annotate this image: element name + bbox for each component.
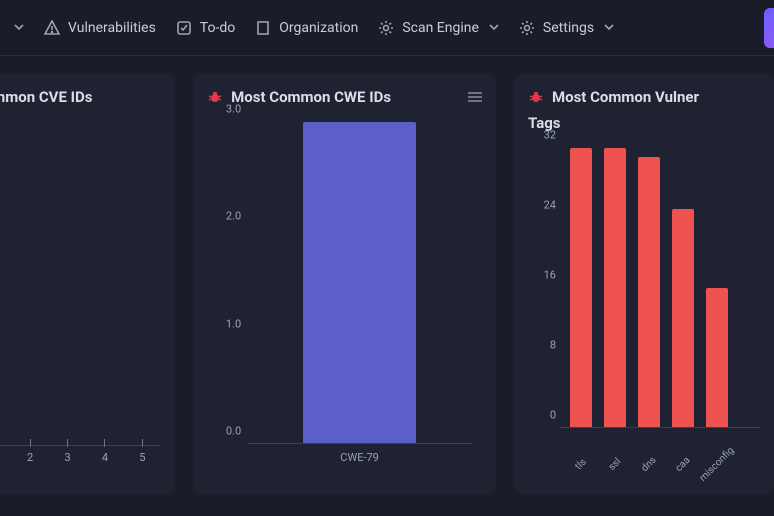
nav-item-organization[interactable]: Organization bbox=[255, 20, 358, 36]
chevron-down-icon bbox=[14, 20, 24, 36]
card-title: Most Common Vulner Tags bbox=[528, 88, 760, 132]
hamburger-icon[interactable] bbox=[468, 90, 482, 104]
card-title-text: Most Common CWE IDs bbox=[231, 88, 391, 106]
y-tick: 24 bbox=[544, 199, 556, 212]
y-tick: 0 bbox=[550, 409, 556, 422]
x-tick: 2 bbox=[27, 439, 33, 464]
dashboard: Common CVE IDs 12345 Most Common CWE IDs… bbox=[0, 56, 774, 516]
card-title-text: Common CVE IDs bbox=[0, 88, 93, 106]
card-title: Most Common CWE IDs bbox=[207, 88, 482, 106]
cve-x-axis: 12345 bbox=[0, 439, 161, 464]
tags-y-axis: 08162432 bbox=[528, 148, 560, 428]
y-tick: 2.0 bbox=[226, 210, 241, 223]
nav-label: To-do bbox=[200, 20, 235, 36]
checklist-icon bbox=[176, 20, 192, 36]
gear-icon bbox=[378, 20, 394, 36]
tags-chart: 08162432 tlsssldnscaamisconfig bbox=[528, 142, 760, 476]
x-tick: 4 bbox=[102, 439, 108, 464]
bar bbox=[303, 122, 415, 444]
card-cwe: Most Common CWE IDs 0.0 1.0 2.0 3.0 CWE-79 bbox=[193, 74, 496, 494]
tags-plot-area: tlsssldnscaa misconfig bbox=[560, 148, 760, 428]
gear-icon bbox=[519, 20, 535, 36]
y-tick: 0.0 bbox=[226, 425, 241, 438]
bar: tls bbox=[570, 148, 592, 428]
bug-icon bbox=[528, 89, 544, 105]
warning-icon bbox=[44, 20, 60, 36]
nav-item-todo[interactable]: To-do bbox=[176, 20, 235, 36]
chevron-down-icon bbox=[604, 20, 614, 36]
cwe-plot-area bbox=[247, 122, 472, 444]
nav-label: Settings bbox=[543, 20, 594, 36]
cwe-x-label: CWE-79 bbox=[247, 451, 472, 464]
bar: ssl bbox=[604, 148, 626, 428]
cwe-y-axis: 0.01.02.03.0 bbox=[207, 122, 247, 444]
nav-item-scan-engine[interactable]: Scan Engine bbox=[378, 20, 499, 36]
card-title-text: Most Common Vulner bbox=[552, 88, 699, 106]
nav-item-settings[interactable]: Settings bbox=[519, 20, 614, 36]
top-nav: Vulnerabilities To-do Organization Scan … bbox=[0, 0, 774, 56]
chevron-down-icon bbox=[489, 20, 499, 36]
cve-chart: 12345 bbox=[0, 116, 161, 476]
card-cve: Common CVE IDs 12345 bbox=[0, 74, 175, 494]
x-tick: 5 bbox=[139, 439, 145, 464]
cwe-chart: 0.01.02.03.0 CWE-79 bbox=[207, 116, 482, 476]
x-tick: 3 bbox=[64, 439, 70, 464]
card-title: Common CVE IDs bbox=[0, 88, 161, 106]
card-subtitle: Tags bbox=[528, 114, 760, 132]
y-tick: 16 bbox=[544, 269, 556, 282]
x-tick-label: misconfig bbox=[698, 445, 737, 484]
nav-label: Organization bbox=[279, 20, 358, 36]
y-tick: 32 bbox=[544, 129, 556, 142]
nav-label: Vulnerabilities bbox=[68, 20, 156, 36]
x-tick-label: caa bbox=[673, 455, 692, 474]
x-tick-label: tls bbox=[573, 457, 588, 472]
card-tags: Most Common Vulner Tags 08162432 tlsssld… bbox=[514, 74, 774, 494]
y-tick: 8 bbox=[550, 339, 556, 352]
axis-line bbox=[247, 443, 472, 444]
building-icon bbox=[255, 20, 271, 36]
x-tick-label: ssl bbox=[607, 456, 624, 473]
bar: dns bbox=[638, 157, 660, 428]
axis-line bbox=[560, 427, 760, 428]
y-tick: 3.0 bbox=[226, 103, 241, 116]
bug-icon bbox=[207, 89, 223, 105]
bar: caa bbox=[672, 209, 694, 428]
nav-item-vulnerabilities[interactable]: Vulnerabilities bbox=[44, 20, 156, 36]
bar: misconfig bbox=[706, 288, 728, 428]
nav-item-unknown[interactable] bbox=[12, 20, 24, 36]
x-tick-label: dns bbox=[639, 455, 658, 474]
avatar[interactable] bbox=[764, 8, 774, 48]
y-tick: 1.0 bbox=[226, 317, 241, 330]
nav-label: Scan Engine bbox=[402, 20, 479, 36]
